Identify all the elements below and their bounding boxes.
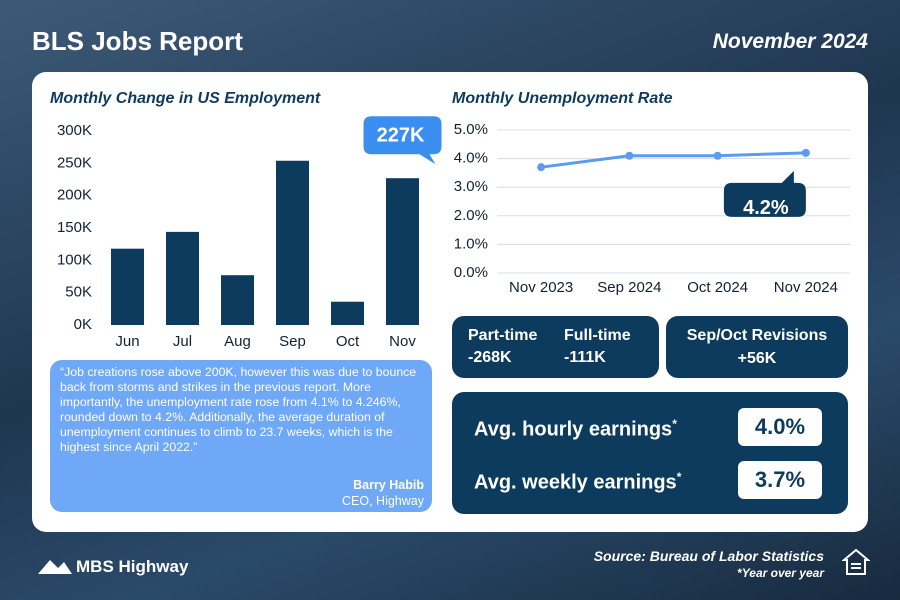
bar — [221, 275, 254, 325]
stats-box: Sep/Oct Revisions +56K — [666, 316, 848, 378]
bar — [331, 301, 364, 325]
report-date: November 2024 — [712, 30, 868, 53]
earnings-label-text: Avg. hourly earnings — [474, 418, 673, 441]
point — [537, 163, 546, 172]
logo-icon — [38, 560, 72, 574]
earnings-label: Avg. hourly earnings* — [474, 417, 677, 442]
stat-value: -268K — [468, 349, 512, 366]
footnote: *Year over year — [737, 566, 824, 580]
bar — [386, 178, 419, 325]
x-tick-label: Oct — [336, 333, 360, 350]
quote-author: Barry Habib — [353, 478, 424, 492]
x-tick-label: Jul — [173, 333, 192, 350]
y-tick-label: 0K — [74, 316, 92, 333]
value-label: 4.2% — [743, 197, 789, 219]
page-title: BLS Jobs Report — [32, 26, 243, 56]
y-tick-label: 5.0% — [454, 121, 488, 138]
x-tick-label: Sep 2024 — [597, 279, 661, 296]
y-tick-label: 3.0% — [454, 178, 488, 195]
x-tick-label: Nov — [389, 333, 416, 350]
y-tick-label: 250K — [57, 154, 92, 171]
y-tick-label: 4.0% — [454, 150, 488, 167]
earnings-value: 4.0% — [738, 408, 822, 446]
x-tick-label: Nov 2023 — [509, 279, 573, 296]
quote-text: “Job creations rose above 200K, however … — [60, 365, 417, 454]
source: Source: Bureau of Labor Statistics — [593, 548, 824, 564]
stat-value: -111K — [564, 349, 606, 366]
y-tick-label: 300K — [57, 122, 92, 139]
equal-housing-icon — [842, 548, 870, 575]
stats-box: Part-time -268K Full-time -111K — [452, 316, 659, 378]
quote-role: CEO, Highway — [342, 494, 424, 508]
footnote-mark: * — [672, 417, 677, 431]
point — [713, 151, 722, 160]
x-tick-label: Aug — [224, 333, 251, 350]
quote-box: “Job creations rose above 200K, however … — [50, 360, 432, 512]
callout-bubble — [363, 116, 442, 165]
bar — [111, 248, 144, 325]
y-tick-label: 50K — [65, 284, 92, 301]
y-tick-label: 1.0% — [454, 235, 488, 252]
stat-label: Sep/Oct Revisions — [686, 327, 828, 344]
y-tick-label: 100K — [57, 251, 92, 268]
value-label: 227K — [377, 124, 425, 146]
chart-title: Monthly Change in US Employment — [50, 90, 321, 107]
earnings-value: 3.7% — [738, 461, 822, 499]
stat-label: Full-time — [564, 327, 631, 344]
x-tick-label: Jun — [115, 333, 139, 350]
point — [625, 151, 634, 160]
y-tick-label: 2.0% — [454, 207, 488, 224]
x-tick-label: Nov 2024 — [774, 279, 838, 296]
logo: MBS Highway — [76, 557, 189, 576]
y-tick-label: 200K — [57, 187, 92, 204]
y-tick-label: 150K — [57, 219, 92, 236]
footnote-mark: * — [676, 470, 682, 484]
point — [801, 148, 810, 157]
line — [540, 151, 806, 169]
earnings-box: Avg. hourly earnings* 4.0% Avg. weekly e… — [452, 392, 848, 514]
chart-title: Monthly Unemployment Rate — [452, 90, 673, 107]
stat-label: Part-time — [468, 327, 538, 344]
earnings-label-text: Avg. weekly earnings — [474, 471, 677, 494]
stat-value: +56K — [737, 350, 777, 367]
bar — [166, 231, 199, 325]
x-tick-label: Oct 2024 — [687, 279, 748, 296]
x-tick-label: Sep — [279, 333, 306, 350]
bar — [276, 160, 309, 325]
y-tick-label: 0.0% — [454, 264, 488, 281]
earnings-label: Avg. weekly earnings* — [474, 470, 681, 495]
callout-bubble — [723, 170, 806, 217]
